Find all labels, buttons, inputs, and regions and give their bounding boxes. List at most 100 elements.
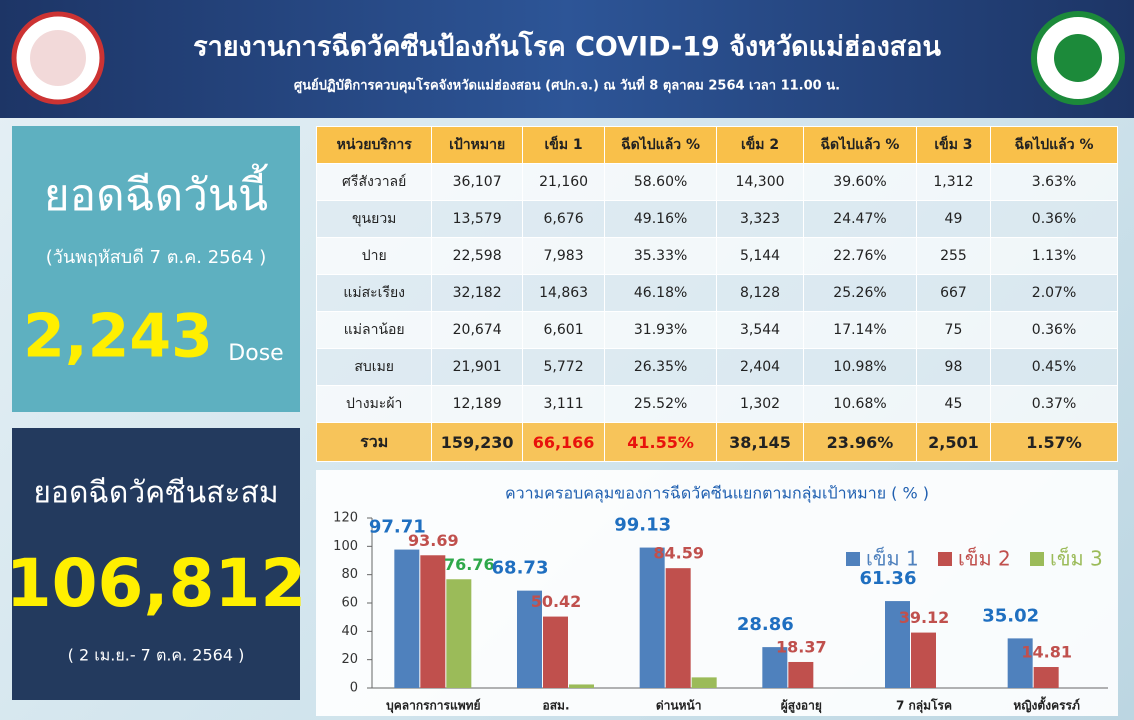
bar <box>665 568 691 688</box>
table-cell: เข็ม 3 <box>915 126 992 164</box>
table-cell: 8,128 <box>715 274 805 312</box>
table-cell: ขุนยวม <box>315 200 433 238</box>
legend-swatch <box>938 552 952 566</box>
bar <box>1007 638 1033 688</box>
y-tick-label: 0 <box>350 681 358 696</box>
table-cell: 2,404 <box>715 348 805 386</box>
table-cell: 3,544 <box>715 311 805 349</box>
table-cell: 10.98% <box>803 348 917 386</box>
table-cell: ฉีดไปแล้ว % <box>604 126 717 164</box>
table-row: ปางมะผ้า 12,189 3,111 25.52% 1,302 10.68% 45 0.… <box>315 385 1118 423</box>
table-cell: 0.37% <box>990 385 1118 423</box>
table-cell: 2.07% <box>990 274 1118 312</box>
table-cell: 14,863 <box>521 274 606 312</box>
today-value: 2,243 <box>23 302 213 372</box>
x-tick-label: 7 กลุ่มโรค <box>896 698 952 714</box>
today-label: ยอดฉีดวันนี้ <box>44 163 269 221</box>
table-cell: 20,674 <box>431 311 523 349</box>
table-cell: 25.52% <box>604 385 717 423</box>
table-cell: 46.18% <box>604 274 717 312</box>
table-cell: 5,772 <box>521 348 606 386</box>
table-cell: 6,676 <box>521 200 606 238</box>
x-tick-label: บุคลากรการแพทย์ <box>386 699 480 714</box>
y-tick-label: 100 <box>333 539 358 554</box>
moph-logo-inner <box>1054 34 1102 82</box>
legend-label: เข็ม 2 <box>958 546 1011 571</box>
today-panel <box>12 126 300 412</box>
table-cell: 3.63% <box>990 163 1118 201</box>
data-label: 35.02 <box>982 605 1039 626</box>
table-cell: 22,598 <box>431 237 523 275</box>
table-cell: 3,323 <box>715 200 805 238</box>
table-cell: ปาย <box>315 237 433 275</box>
table-cell: 21,160 <box>521 163 606 201</box>
table-header: หน่วยบริการ เป้าหมาย เข็ม 1 ฉีดไปแล้ว % เข็ม… <box>315 126 1118 164</box>
table-cell: 32,182 <box>431 274 523 312</box>
table-cell: 36,107 <box>431 163 523 201</box>
table-cell: 159,230 <box>431 422 523 462</box>
table-cell: 26.35% <box>604 348 717 386</box>
table-cell: สบเมย <box>315 348 433 386</box>
table-cell: รวม <box>315 422 433 462</box>
table-row: ศรีสังวาลย์ 36,107 21,160 58.60% 14,300 39.60… <box>315 163 1118 201</box>
data-label: 18.37 <box>776 637 827 656</box>
table-cell: เข็ม 2 <box>715 126 805 164</box>
data-label: 39.12 <box>899 608 950 627</box>
legend-swatch <box>846 552 860 566</box>
vaccine-table: หน่วยบริการ เป้าหมาย เข็ม 1 ฉีดไปแล้ว % เข็ม… <box>315 126 1118 462</box>
cumulative-period: ( 2 เม.ย.- 7 ต.ค. 2564 ) <box>68 646 245 665</box>
bar <box>1033 667 1059 688</box>
y-tick-label: 120 <box>333 511 358 526</box>
table-cell: 45 <box>915 385 992 423</box>
x-tick-label: ผู้สูงอายุ <box>781 699 822 714</box>
table-cell: 23.96% <box>803 422 917 462</box>
y-tick-label: 60 <box>341 596 358 611</box>
table-cell: 1.13% <box>990 237 1118 275</box>
table-cell: 49 <box>915 200 992 238</box>
table-cell: เข็ม 1 <box>521 126 606 164</box>
table-cell: 98 <box>915 348 992 386</box>
data-label: 28.86 <box>737 614 794 635</box>
table-cell: 25.26% <box>803 274 917 312</box>
legend-label: เข็ม 1 <box>866 546 919 571</box>
table-cell: 7,983 <box>521 237 606 275</box>
data-label: 84.59 <box>653 544 704 563</box>
table-cell: 1,312 <box>915 163 992 201</box>
x-tick-label: ด่านหน้า <box>656 699 702 713</box>
title: รายงานการฉีดวัคซีนป้องกันโรค COVID-19 จั… <box>193 30 941 63</box>
table-cell: 1.57% <box>990 422 1118 462</box>
bar <box>394 549 420 688</box>
table-cell: 14,300 <box>715 163 805 201</box>
y-tick-label: 80 <box>341 567 358 582</box>
table-cell: 58.60% <box>604 163 717 201</box>
cumulative-panel <box>12 428 300 700</box>
today-unit: Dose <box>228 341 283 366</box>
table-cell: 66,166 <box>521 422 606 462</box>
data-label: 61.36 <box>860 568 917 589</box>
table-cell: แม่ลาน้อย <box>315 311 433 349</box>
data-label: 99.13 <box>614 515 671 536</box>
table-cell: ฉีดไปแล้ว % <box>990 126 1118 164</box>
data-label: 68.73 <box>492 558 549 579</box>
table-row: แม่ลาน้อย 20,674 6,601 31.93% 3,544 17.14% 75 0… <box>315 311 1118 349</box>
table-cell: 0.36% <box>990 311 1118 349</box>
table-cell: 1,302 <box>715 385 805 423</box>
table-cell: 0.36% <box>990 200 1118 238</box>
bar <box>446 579 472 688</box>
table-cell: 41.55% <box>604 422 717 462</box>
table-cell: ฉีดไปแล้ว % <box>803 126 917 164</box>
table-row: สบเมย 21,901 5,772 26.35% 2,404 10.98% 98 0.45% <box>315 348 1118 386</box>
bar <box>911 632 936 688</box>
data-label: 93.69 <box>408 531 459 550</box>
table-cell: 49.16% <box>604 200 717 238</box>
table-cell: 17.14% <box>803 311 917 349</box>
table-cell: 667 <box>915 274 992 312</box>
table-cell: 35.33% <box>604 237 717 275</box>
bar <box>569 684 594 688</box>
bar <box>885 601 910 688</box>
table-cell: 0.45% <box>990 348 1118 386</box>
table-cell: แม่สะเรียง <box>315 274 433 312</box>
bar <box>762 647 788 688</box>
